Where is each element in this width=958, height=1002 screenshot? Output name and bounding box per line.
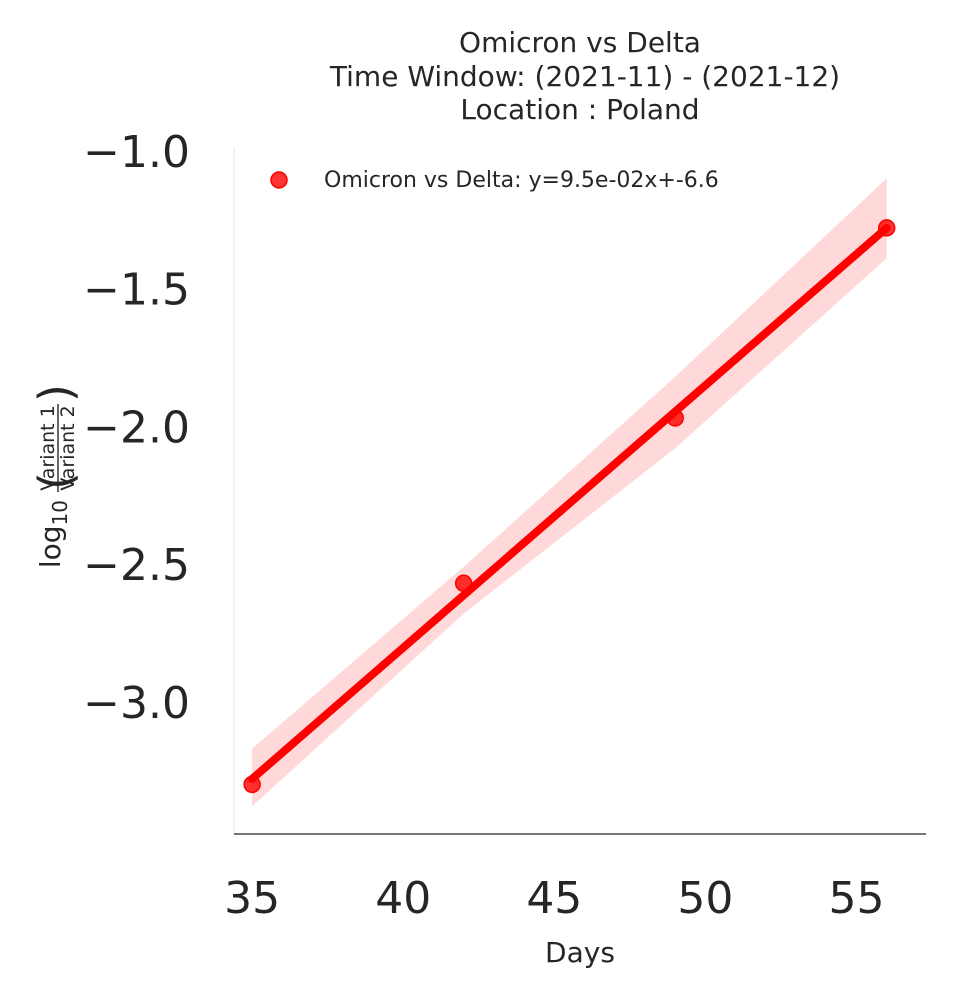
y-axis-label: log10 ( Variant 1 Variant 2 ) (29, 384, 83, 568)
y-tick-label: −2.0 (83, 402, 190, 453)
y-tick-label: −1.5 (83, 265, 190, 316)
legend-label: Omicron vs Delta: y=9.5e-02x+-6.6 (324, 168, 719, 193)
plot-area: −1.0 −1.5 −2.0 −2.5 −3.0 35 40 45 50 55 Omicron vs… (83, 127, 926, 924)
chart-title-line-3: Location : Poland (460, 93, 699, 126)
y-axis-label-log: log (34, 525, 67, 568)
confidence-band (252, 178, 887, 807)
y-axis-label-subscript: 10 (48, 500, 72, 525)
y-tick-label: −1.0 (83, 127, 190, 178)
x-tick-label: 45 (526, 873, 582, 924)
x-axis-label: Days (545, 936, 615, 969)
svg-text:log10: log10 (34, 500, 72, 568)
y-axis-label-numerator: Variant 1 (37, 405, 59, 491)
y-tick-label: −2.5 (83, 540, 190, 591)
y-axis-label-open-paren: ( (29, 472, 83, 490)
y-tick-label: −3.0 (83, 678, 190, 729)
chart-title-line-1: Omicron vs Delta (459, 26, 701, 59)
data-point (877, 219, 896, 237)
x-tick-label: 40 (375, 873, 431, 924)
y-axis-label-denominator: Variant 2 (57, 405, 79, 491)
x-tick-label: 35 (224, 873, 280, 924)
x-tick-label: 50 (677, 873, 733, 924)
chart-title: Omicron vs Delta Time Window: (2021-11) … (329, 26, 840, 126)
chart-title-line-2: Time Window: (2021-11) - (2021-12) (329, 60, 840, 93)
data-point (243, 775, 261, 794)
regression-line (248, 223, 891, 783)
y-axis-label-close-paren: ) (29, 384, 83, 402)
data-point (454, 574, 473, 593)
data-point (666, 409, 684, 427)
legend-marker (270, 171, 288, 189)
x-tick-label: 55 (828, 873, 884, 924)
